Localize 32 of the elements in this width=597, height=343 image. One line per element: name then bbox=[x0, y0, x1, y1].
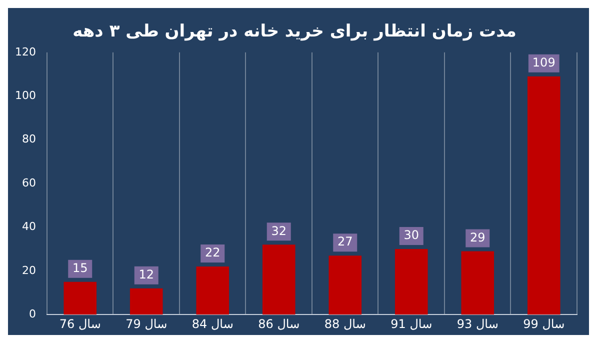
bar bbox=[394, 249, 428, 315]
data-label: 29 bbox=[470, 230, 486, 244]
x-tick-label: سال 99 bbox=[523, 316, 565, 331]
data-label: 22 bbox=[204, 246, 220, 260]
y-tick-label: 20 bbox=[22, 264, 36, 277]
x-tick-label: سال 88 bbox=[324, 316, 366, 331]
bar bbox=[328, 256, 362, 315]
data-label: 27 bbox=[337, 234, 353, 249]
data-label: 109 bbox=[532, 56, 556, 70]
y-tick-label: 60 bbox=[22, 176, 36, 190]
y-tick-label: 0 bbox=[28, 307, 36, 320]
y-tick-label: 40 bbox=[22, 220, 36, 234]
bar bbox=[461, 251, 494, 315]
x-tick-label: سال 93 bbox=[456, 316, 498, 331]
bar bbox=[196, 266, 230, 315]
data-label: 30 bbox=[404, 228, 420, 242]
x-tick-label: سال 76 bbox=[59, 316, 101, 331]
bar bbox=[64, 282, 97, 315]
y-tick-label: 120 bbox=[14, 45, 36, 58]
x-tick-label: سال 79 bbox=[126, 316, 168, 331]
y-tick-label: 100 bbox=[14, 88, 36, 102]
bar bbox=[527, 76, 560, 315]
chart-title: مدت زمان انتظار برای خرید خانه در تهران طی ۳ دهه bbox=[72, 22, 516, 42]
x-tick-label: سال 86 bbox=[258, 316, 300, 331]
bar bbox=[262, 244, 296, 315]
data-label: 12 bbox=[138, 268, 154, 282]
data-label: 32 bbox=[271, 224, 287, 238]
data-label: 15 bbox=[72, 260, 88, 275]
x-tick-label: سال 84 bbox=[192, 316, 234, 331]
bar bbox=[130, 288, 163, 315]
y-tick-label: 80 bbox=[22, 132, 36, 146]
x-tick-label: سال 91 bbox=[390, 316, 432, 331]
